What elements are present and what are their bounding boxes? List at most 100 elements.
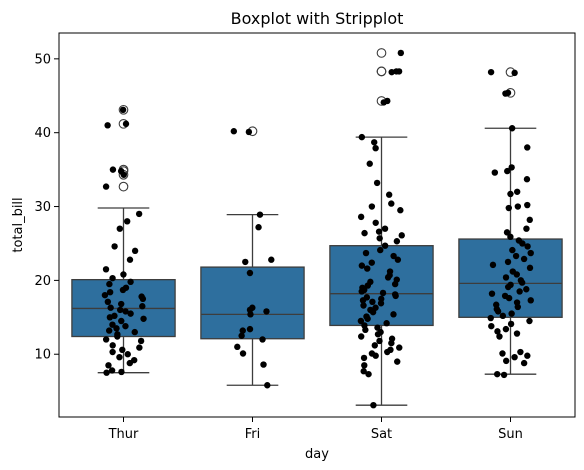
y-tick-label: 20 bbox=[34, 274, 51, 289]
strip-point bbox=[106, 314, 114, 321]
strip-point bbox=[513, 271, 520, 278]
strip-point bbox=[494, 328, 501, 335]
chart-title: Boxplot with Stripplot bbox=[231, 9, 404, 28]
strip-point bbox=[239, 327, 246, 334]
strip-point bbox=[362, 326, 369, 334]
strip-point bbox=[360, 302, 367, 309]
strip-point bbox=[524, 144, 531, 151]
strip-point bbox=[507, 233, 514, 241]
strip-point bbox=[113, 325, 120, 332]
x-tick-label: Sun bbox=[498, 427, 523, 442]
strip-point bbox=[101, 291, 109, 299]
strip-sun bbox=[487, 68, 534, 379]
strip-point bbox=[524, 201, 531, 209]
strip-point bbox=[357, 213, 365, 221]
strip-point bbox=[361, 362, 368, 369]
strip-point bbox=[120, 171, 127, 178]
strip-point bbox=[502, 325, 510, 333]
strip-point bbox=[507, 190, 514, 198]
strip-point bbox=[520, 359, 528, 367]
strip-point bbox=[376, 337, 383, 345]
strip-point bbox=[508, 310, 515, 317]
strip-point bbox=[122, 322, 129, 330]
strip-point bbox=[260, 361, 267, 368]
outlier-marker bbox=[118, 181, 129, 192]
strip-point bbox=[499, 312, 507, 320]
y-tick-label: 50 bbox=[34, 52, 51, 67]
y-axis-label: total_bill bbox=[11, 197, 26, 252]
strip-point bbox=[140, 315, 147, 322]
strip-point bbox=[385, 191, 393, 198]
strip-point bbox=[238, 332, 245, 339]
strip-point bbox=[127, 278, 134, 286]
strip-point bbox=[523, 225, 530, 232]
strip-point bbox=[520, 255, 528, 263]
strip-point bbox=[137, 337, 145, 345]
outlier-marker bbox=[376, 48, 387, 58]
strip-point bbox=[511, 69, 518, 77]
strip-point bbox=[358, 288, 365, 295]
strip-point bbox=[509, 246, 516, 254]
strip-point bbox=[118, 300, 125, 308]
strip-point bbox=[246, 325, 254, 333]
y-axis: 10 20 30 40 50 bbox=[34, 52, 59, 363]
strip-point bbox=[503, 229, 511, 236]
strip-point bbox=[524, 243, 531, 250]
strip-point bbox=[107, 304, 114, 311]
strip-point bbox=[358, 133, 366, 141]
strip-point bbox=[489, 261, 497, 269]
box-body bbox=[329, 245, 434, 327]
strip-point bbox=[502, 274, 510, 281]
strip-point bbox=[390, 252, 397, 260]
strip-point bbox=[106, 280, 113, 288]
y-tick-label: 10 bbox=[34, 348, 51, 363]
strip-point bbox=[234, 343, 241, 351]
strip-point bbox=[122, 308, 129, 315]
strip-point bbox=[360, 354, 368, 362]
strip-point bbox=[109, 321, 116, 328]
strip-point bbox=[361, 229, 368, 237]
strip-point bbox=[380, 99, 387, 106]
strip-point bbox=[512, 252, 520, 260]
strip-point bbox=[368, 259, 375, 266]
strip-point bbox=[119, 106, 127, 114]
strip-thur bbox=[101, 106, 147, 376]
strip-point bbox=[514, 203, 522, 210]
strip-point bbox=[511, 353, 518, 361]
strip-point bbox=[507, 320, 515, 328]
y-tick-label: 30 bbox=[34, 200, 51, 215]
strip-point bbox=[393, 238, 401, 245]
strip-point bbox=[106, 289, 114, 296]
strip-point bbox=[505, 204, 512, 212]
strip-point bbox=[396, 344, 403, 351]
strip-point bbox=[369, 308, 377, 316]
strip-point bbox=[527, 249, 534, 257]
strip-point bbox=[494, 370, 501, 378]
strip-point bbox=[268, 256, 275, 263]
box-body bbox=[200, 266, 305, 340]
strip-point bbox=[124, 351, 131, 358]
strip-point bbox=[116, 225, 124, 232]
outlier-marker bbox=[118, 104, 129, 115]
strip-point bbox=[526, 264, 534, 272]
strip-point bbox=[245, 128, 253, 136]
strip-point bbox=[371, 139, 378, 146]
strip-point bbox=[120, 271, 127, 278]
strip-fri bbox=[230, 128, 275, 389]
strip-point bbox=[118, 317, 125, 325]
strip-point bbox=[526, 216, 533, 224]
strip-point bbox=[504, 258, 512, 266]
strip-point bbox=[131, 247, 139, 255]
strip-point bbox=[102, 183, 110, 190]
strip-point bbox=[255, 224, 262, 231]
strip-point bbox=[513, 330, 521, 337]
strip-point bbox=[360, 368, 367, 375]
x-tick-label: Fri bbox=[245, 427, 261, 442]
strip-point bbox=[516, 288, 523, 295]
strip-point bbox=[122, 120, 130, 128]
strip-sat bbox=[357, 49, 405, 409]
box-thur bbox=[71, 104, 176, 374]
strip-point bbox=[488, 322, 495, 330]
strip-point bbox=[135, 210, 143, 218]
